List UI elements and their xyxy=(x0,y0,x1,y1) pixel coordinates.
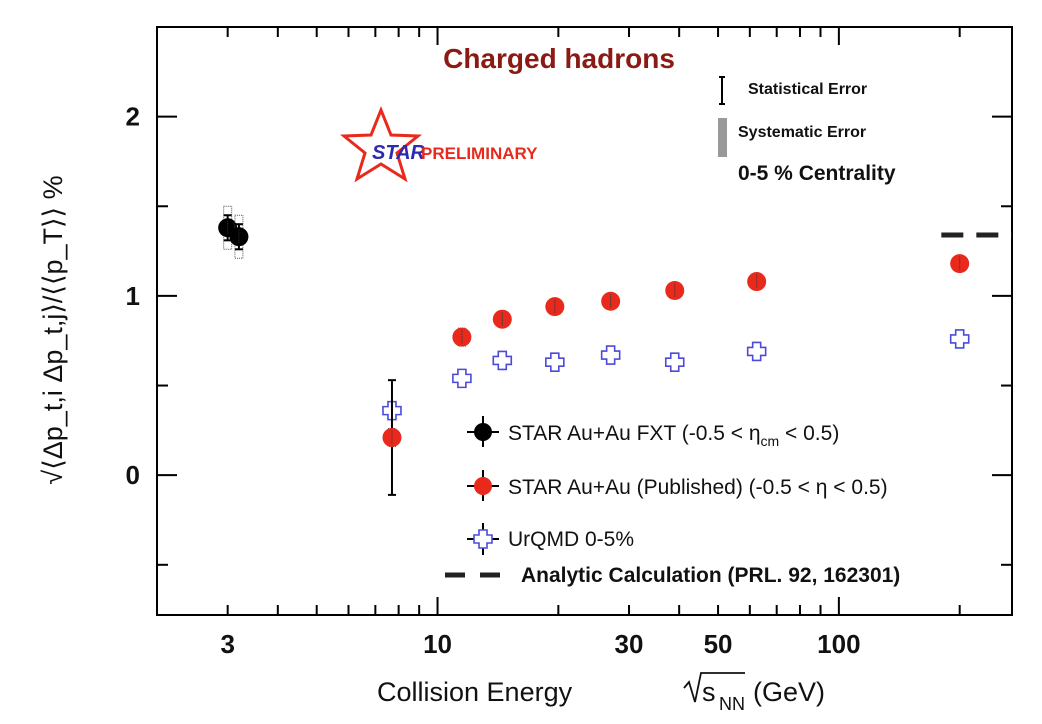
x-axis-label: Collision Energy xyxy=(377,677,573,707)
data-point xyxy=(545,352,565,373)
plot-frame xyxy=(156,26,1013,616)
statistical-error-label: Statistical Error xyxy=(748,81,867,98)
legend-published-text: STAR Au+Au (Published) (-0.5 < η < 0.5) xyxy=(508,476,888,499)
y-tick-label: 0 xyxy=(126,460,140,490)
x-axis-title: Collision Energy s NN (GeV) xyxy=(377,672,825,714)
x-tick-label: 3 xyxy=(220,629,234,659)
legend-urqmd-text: UrQMD 0-5% xyxy=(508,528,634,551)
x-axis-label-s: s xyxy=(702,677,716,707)
data-point xyxy=(600,345,621,365)
error-legend: Statistical Error Systematic Error 0-5 %… xyxy=(718,76,896,185)
x-tick-label: 30 xyxy=(615,629,644,659)
centrality-label: 0-5 % Centrality xyxy=(738,162,896,185)
legend-analytic-text: Analytic Calculation (PRL. 92, 162301) xyxy=(521,564,900,587)
x-tick-label: 100 xyxy=(817,629,860,659)
legend-fxt-marker xyxy=(474,423,492,441)
x-tick-label: 10 xyxy=(423,629,452,659)
legend-fxt-text: STAR Au+Au FXT (-0.5 < ηcm < 0.5) xyxy=(508,422,839,449)
systematic-error-icon xyxy=(718,118,727,157)
y-axis-ticks: 0 1 2 xyxy=(126,26,1012,566)
x-tick-label: 50 xyxy=(704,629,733,659)
legend-urqmd-marker xyxy=(473,529,493,549)
series-legend: STAR Au+Au FXT (-0.5 < ηcm < 0.5) STAR A… xyxy=(445,416,900,587)
star-published-series xyxy=(382,254,970,496)
data-point xyxy=(452,368,472,389)
y-tick-label: 2 xyxy=(126,102,140,132)
data-point xyxy=(949,329,970,349)
chart-title: Charged hadrons xyxy=(443,43,675,74)
preliminary-label: PRELIMINARY xyxy=(421,144,538,163)
y-tick-label: 1 xyxy=(126,281,140,311)
data-point xyxy=(746,341,767,362)
data-point xyxy=(664,352,685,373)
star-shape-icon xyxy=(339,105,423,183)
star-logo: STAR PRELIMINARY xyxy=(339,105,538,183)
y-axis-title: √⟨Δp_t,i Δp_t,j⟩/⟨⟨p_T⟩⟩ % xyxy=(38,175,68,484)
star-logo-text: STAR xyxy=(372,142,426,164)
star-fxt-series xyxy=(218,205,249,259)
urqmd-series xyxy=(382,329,970,421)
x-axis-label-unit: (GeV) xyxy=(753,677,825,707)
x-axis-ticks: 3 10 30 50 100 xyxy=(156,27,961,659)
systematic-error-label: Systematic Error xyxy=(738,124,866,141)
sqrt-icon xyxy=(683,672,745,703)
legend-published-marker xyxy=(474,477,492,495)
x-axis-label-sub: NN xyxy=(719,694,745,714)
data-point xyxy=(492,350,513,371)
y-axis-label: √⟨Δp_t,i Δp_t,j⟩/⟨⟨p_T⟩⟩ % xyxy=(38,175,68,484)
